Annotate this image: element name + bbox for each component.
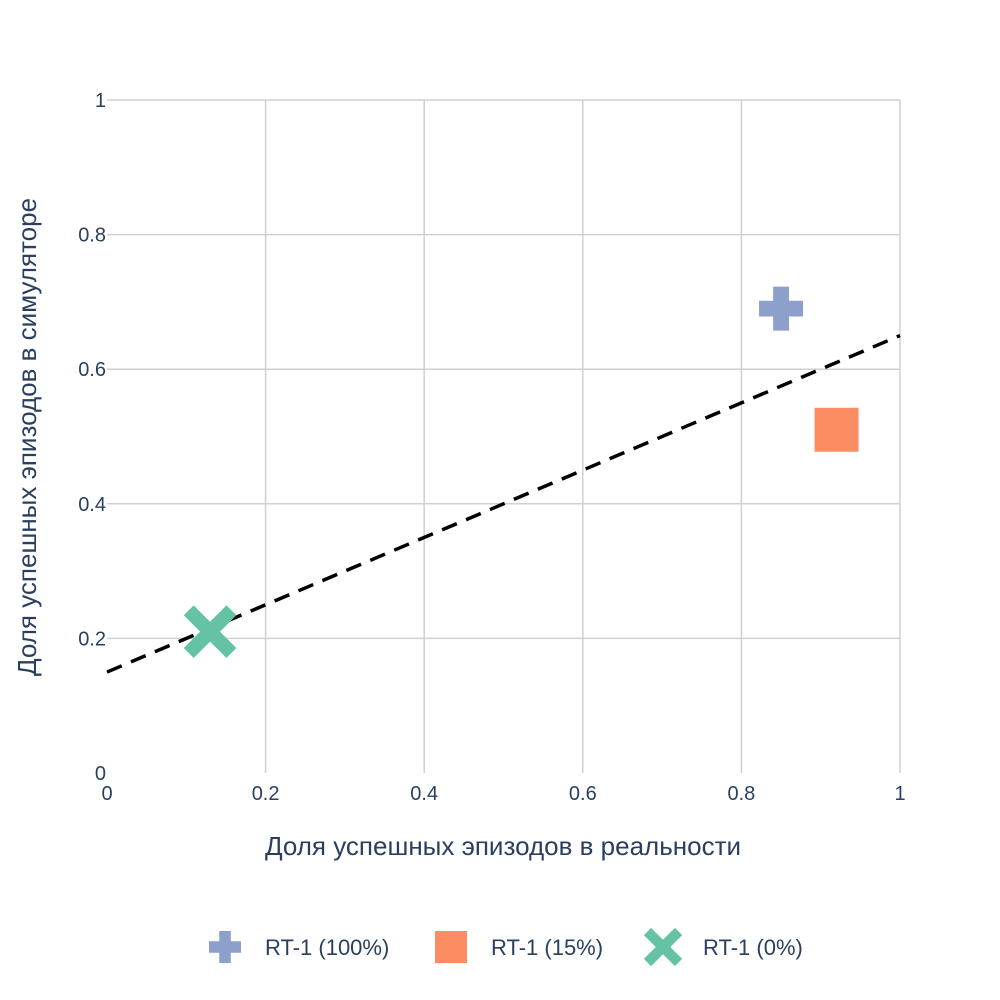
x-tick-label: 0.8 [727, 783, 755, 805]
y-tick-label: 0.4 [78, 494, 106, 516]
y-gridlines [107, 99, 900, 640]
y-axis-title: Доля успешных эпизодов в симуляторе [12, 198, 42, 676]
legend-label: RT-1 (0%) [703, 935, 803, 960]
fit-line-layer [106, 333, 901, 674]
x-gridlines [264, 100, 901, 773]
data-point [814, 407, 859, 452]
y-tick-labels: 0 0.2 0.4 0.6 0.8 1 [78, 90, 106, 785]
legend-label: RT-1 (15%) [491, 935, 603, 960]
x-tick-label: 0 [101, 783, 112, 805]
x-tick-labels: 0 0.2 0.4 0.6 0.8 1 [101, 783, 905, 805]
data-point [759, 286, 804, 331]
y-tick-label: 0.2 [78, 628, 106, 650]
x-axis-title: Доля успешных эпизодов в реальности [265, 831, 741, 861]
legend-marker [209, 931, 241, 963]
x-tick-label: 0.4 [410, 783, 438, 805]
y-tick-label: 0.6 [78, 359, 106, 381]
data-points [183, 286, 859, 658]
legend-marker [435, 931, 467, 963]
legend-marker [643, 927, 683, 967]
fit-line [106, 333, 901, 674]
x-tick-label: 1 [894, 783, 905, 805]
y-tick-label: 0.8 [78, 225, 106, 247]
data-point [183, 605, 237, 658]
y-tick-label: 0 [95, 763, 106, 785]
x-tick-label: 0.6 [569, 783, 597, 805]
legend-label: RT-1 (100%) [265, 935, 389, 960]
legend: RT-1 (100%) RT-1 (15%) RT-1 (0%) [209, 927, 803, 967]
x-tick-label: 0.2 [252, 783, 280, 805]
y-tick-label: 1 [95, 90, 106, 112]
